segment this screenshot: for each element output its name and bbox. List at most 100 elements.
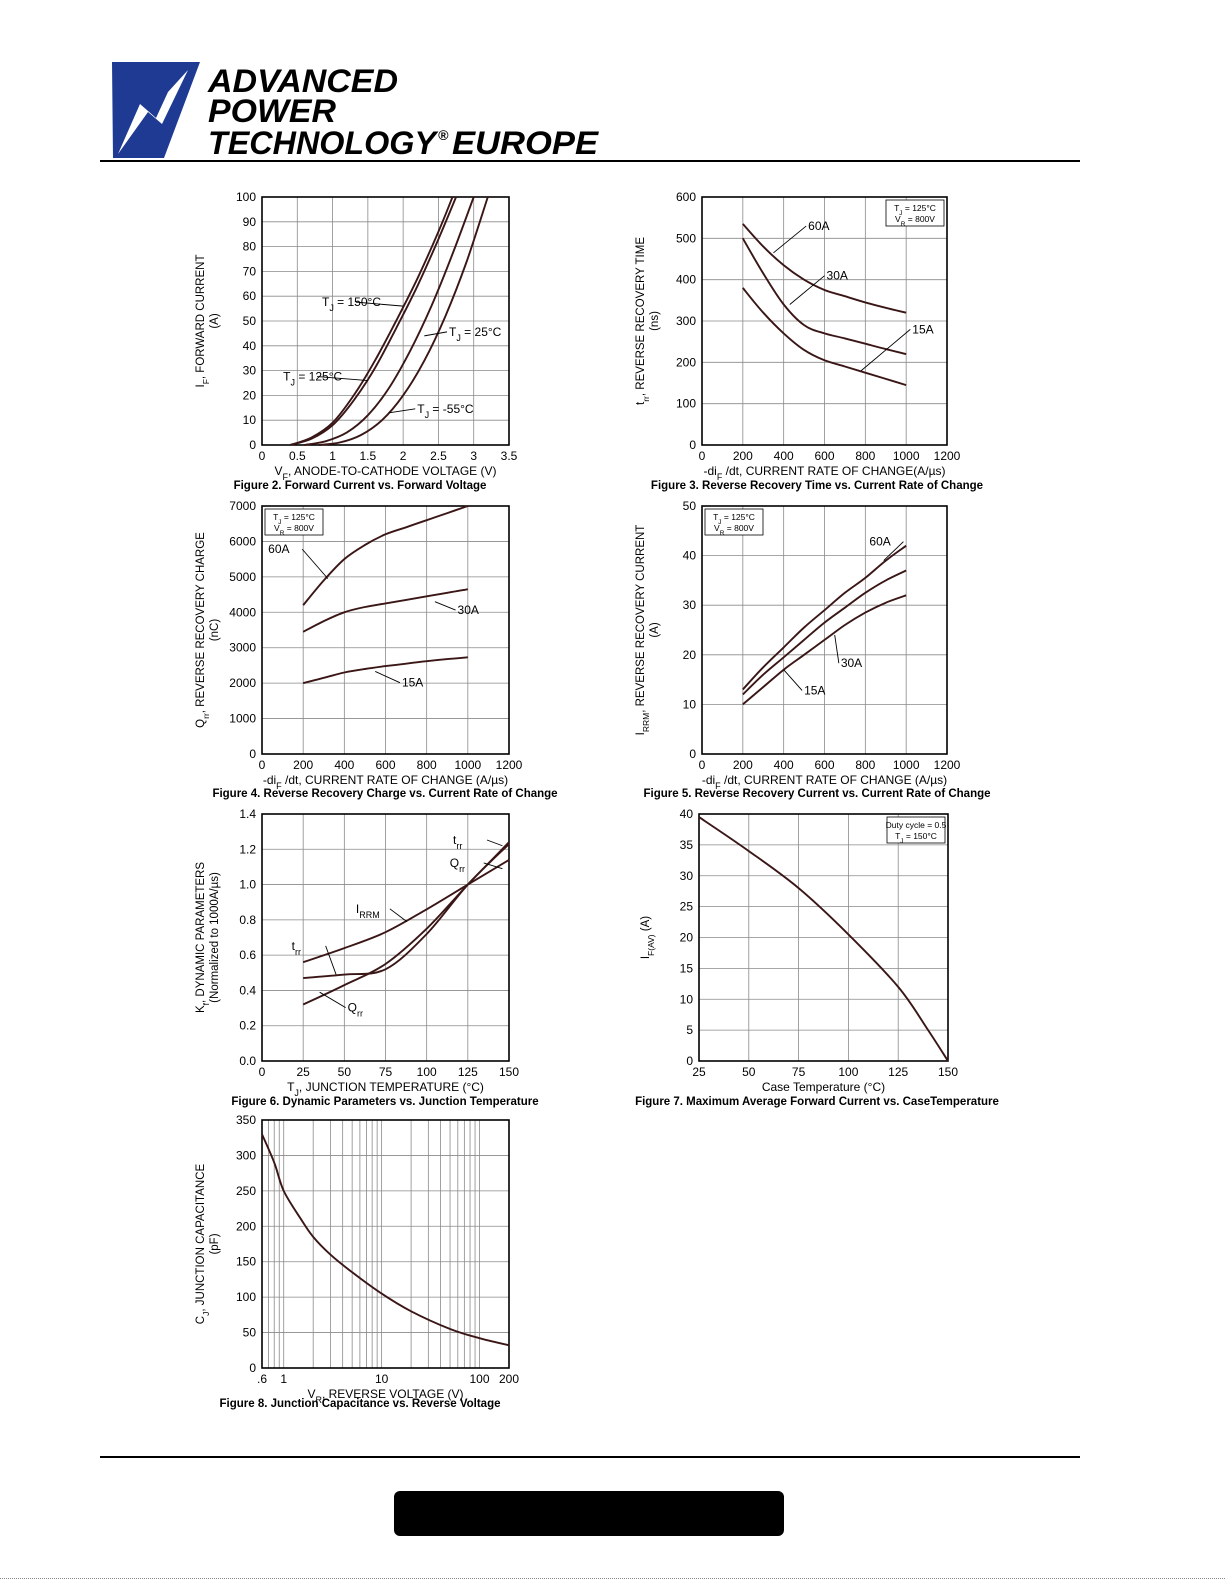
figure-8: .6 1 10 100 200 0 50 100 150 200 250 300 350 VR, REVE… xyxy=(180,1106,540,1421)
fig3-ytick-label: 500 xyxy=(676,231,696,245)
fig3-ylabel: (ns) xyxy=(649,311,661,331)
fig8-series-0 xyxy=(261,1133,510,1347)
logo-line-2: POWER xyxy=(208,93,336,129)
fig6-xtick-label: 0 xyxy=(259,1065,266,1079)
fig8-ylabel: CJ, JUNCTION CAPACITANCE xyxy=(195,1163,211,1324)
fig4-annotation-leader xyxy=(301,548,329,579)
fig5-xlabel: -diF /dt, CURRENT RATE OF CHANGE (A/µs) xyxy=(702,773,947,791)
fig8-ytick-label: 350 xyxy=(236,1113,256,1127)
fig6-series-1 xyxy=(303,843,510,980)
fig6-ytick-label: 0.6 xyxy=(239,948,256,962)
fig3-xtick-label: 0 xyxy=(699,449,706,463)
fig8-chart: .6 1 10 100 200 0 50 100 150 200 250 300 350 VR, REVE… xyxy=(195,1113,519,1405)
fig7-legend-text: TJ = 150°C xyxy=(895,831,937,845)
fig4-annotation-leader xyxy=(375,671,401,684)
fig3-caption: Figure 3. Reverse Recovery Time vs. Curr… xyxy=(650,480,984,492)
fig6-annotation: trr xyxy=(453,833,462,851)
fig2-chart: 0 0.5 1 1.5 2 2.5 3 3.5 0 10 20 30 40 50 60 70 80 90 100 VF… xyxy=(195,190,518,482)
fig7-series-0 xyxy=(698,816,949,1062)
fig5-annotation-leader xyxy=(883,541,904,561)
fig7-legend-text: Duty cycle = 0.5 xyxy=(886,820,947,830)
fig5-chart: 0 200 400 600 800 1000 1200 0 10 20 30 40 50 -diF /dt… xyxy=(635,499,961,791)
fig3-xtick-label: 1200 xyxy=(934,449,961,463)
figure-5: 0 200 400 600 800 1000 1200 0 10 20 30 40 50 -diF /dt… xyxy=(612,492,1022,807)
fig2-xtick-label: 1.5 xyxy=(360,449,377,463)
fig6-ylabel: (Normalized to 1000A/µs) xyxy=(209,872,221,1003)
fig5-annotation: 30A xyxy=(841,656,862,670)
fig4-legend-text: TJ = 125°C xyxy=(273,512,315,526)
fig3-series-0 xyxy=(742,223,907,314)
fig6-xtick-label: 150 xyxy=(499,1065,519,1079)
fig7-ytick-label: 10 xyxy=(680,992,694,1006)
figure-3: 0 200 400 600 800 1000 1200 0 100 200 300 400 500 600… xyxy=(612,185,1022,500)
fig3-annotation: 60A xyxy=(808,219,829,233)
fig6-ytick-label: 1.2 xyxy=(239,842,256,856)
fig8-ylabel: (pF) xyxy=(209,1233,221,1254)
fig7-xlabel: Case Temperature (°C) xyxy=(762,1080,885,1094)
figure-2: 0 0.5 1 1.5 2 2.5 3 3.5 0 10 20 30 40 50 60 70 80 90 100 VF… xyxy=(180,185,540,500)
fig4-ylabel: Qrr, REVERSE RECOVERY CHARGE xyxy=(195,532,211,728)
fig2-ytick-label: 90 xyxy=(243,215,257,229)
fig2-xtick-label: 1 xyxy=(329,449,336,463)
fig7-ylabel: IF(AV) (A) xyxy=(640,916,656,959)
fig6-series-2 xyxy=(302,841,510,1006)
fig5-series-0 xyxy=(742,544,907,691)
fig7-ytick-label: 5 xyxy=(686,1023,693,1037)
fig5-xtick-label: 800 xyxy=(855,758,875,772)
fig5-legend-text: TJ = 125°C xyxy=(713,512,755,526)
fig3-annotation-leader xyxy=(860,329,911,371)
fig3-legend-box xyxy=(885,199,945,227)
fig2-annotation-leader xyxy=(388,408,416,414)
fig4-ytick-label: 4000 xyxy=(229,605,256,619)
fig3-legend-text: VR = 800V xyxy=(895,214,935,228)
fig2-annotation: TJ = 125°C xyxy=(283,370,342,388)
fig4-xtick-label: 800 xyxy=(417,758,437,772)
fig6-xtick-label: 125 xyxy=(458,1065,478,1079)
fig5-xtick-label: 400 xyxy=(774,758,794,772)
fig6-ytick-label: 0.2 xyxy=(239,1019,256,1033)
fig4-annotation: 15A xyxy=(402,676,423,690)
fig2-ylabel: (A) xyxy=(209,313,221,329)
fig2-series-0 xyxy=(289,196,454,446)
fig3-ylabel: trr, REVERSE RECOVERY TIME xyxy=(635,237,651,405)
fig2-ytick-label: 50 xyxy=(243,314,257,328)
fig3-annotation-leader xyxy=(789,275,825,305)
lightning-emblem-icon xyxy=(112,62,200,158)
fig6-xtick-label: 100 xyxy=(417,1065,437,1079)
fig6-annotation-leader xyxy=(319,991,346,1008)
fig7-xtick-label: 75 xyxy=(792,1065,806,1079)
fig7-ytick-label: 15 xyxy=(680,961,694,975)
fig8-ytick-label: 50 xyxy=(243,1326,257,1340)
fig4-xtick-label: 1000 xyxy=(454,758,481,772)
fig3-xtick-label: 400 xyxy=(774,449,794,463)
fig4-chart: 0 200 400 600 800 1000 1200 0 1000 2000 3000 4000 50… xyxy=(195,499,523,791)
fig4-series-2 xyxy=(302,656,468,685)
fig7-xtick-label: 150 xyxy=(938,1065,958,1079)
fig5-annotation: 60A xyxy=(869,535,890,549)
fig2-ytick-label: 10 xyxy=(243,413,257,427)
fig6-xlabel: TJ, JUNCTION TEMPERATURE (°C) xyxy=(287,1080,484,1098)
logo-line-1: ADVANCED xyxy=(207,63,398,99)
fig3-legend-text: TJ = 125°C xyxy=(894,203,936,217)
fig8-ytick-label: 100 xyxy=(236,1290,256,1304)
fig2-xtick-label: 2 xyxy=(400,449,407,463)
fig4-annotation: 60A xyxy=(268,542,289,556)
fig6-annotation-leader xyxy=(325,945,337,975)
fig6-annotation: trr xyxy=(292,939,301,957)
fig3-plot-frame xyxy=(701,196,948,446)
logo-line-3: TECHNOLOGY xyxy=(208,125,439,161)
fig3-ytick-label: 600 xyxy=(676,190,696,204)
fig5-ytick-label: 50 xyxy=(683,499,697,513)
fig7-xtick-label: 25 xyxy=(692,1065,706,1079)
fig7-xtick-label: 100 xyxy=(838,1065,858,1079)
fig5-annotation: 15A xyxy=(804,683,825,697)
page-edge-dots xyxy=(0,1578,1225,1579)
fig6-xtick-label: 75 xyxy=(379,1065,393,1079)
fig6-ytick-label: 0.8 xyxy=(239,913,256,927)
fig3-annotation: 30A xyxy=(827,269,848,283)
fig4-ytick-label: 2000 xyxy=(229,676,256,690)
fig2-ytick-label: 80 xyxy=(243,240,257,254)
fig4-ytick-label: 5000 xyxy=(229,570,256,584)
fig7-ytick-label: 25 xyxy=(680,900,694,914)
company-logo: ADVANCED POWER TECHNOLOGY ® EUROPE xyxy=(112,62,600,161)
